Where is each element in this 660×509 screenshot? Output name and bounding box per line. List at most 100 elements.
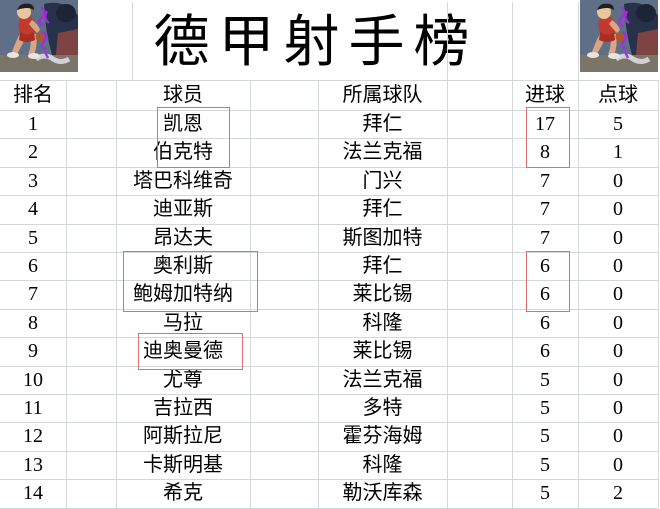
gridline bbox=[318, 80, 319, 508]
cell-team: 勒沃库森 bbox=[342, 482, 423, 505]
cell-team: 门兴 bbox=[362, 169, 403, 192]
cell-player: 迪亚斯 bbox=[153, 198, 213, 221]
gridline bbox=[447, 2, 448, 80]
cell-player: 伯克特 bbox=[153, 141, 213, 164]
header-team: 所属球队 bbox=[342, 84, 423, 106]
gridline bbox=[512, 80, 513, 508]
gridline bbox=[0, 308, 658, 310]
cell-rank: 14 bbox=[23, 482, 43, 505]
highlight-box bbox=[122, 251, 258, 312]
gridline bbox=[132, 2, 133, 80]
cell-rank: 3 bbox=[28, 169, 38, 192]
cell-rank: 4 bbox=[28, 198, 38, 221]
cell-team: 拜仁 bbox=[362, 198, 403, 221]
header-rank: 排名 bbox=[13, 84, 53, 106]
gridline bbox=[0, 80, 658, 81]
basketball-player-illustration bbox=[0, 0, 78, 72]
cell-rank: 10 bbox=[23, 368, 43, 391]
gridline bbox=[0, 110, 658, 111]
cell-goals: 5 bbox=[540, 368, 550, 391]
gridline bbox=[0, 479, 658, 481]
cell-team: 多特 bbox=[362, 397, 403, 419]
cell-rank: 11 bbox=[23, 397, 43, 419]
cell-goals: 6 bbox=[540, 283, 550, 306]
cell-player: 阿斯拉尼 bbox=[143, 425, 223, 448]
cell-penalty: 0 bbox=[613, 169, 623, 192]
cell-team: 科隆 bbox=[362, 453, 403, 476]
cell-goals: 5 bbox=[540, 482, 550, 505]
cell-goals: 5 bbox=[540, 453, 550, 476]
gridline bbox=[0, 507, 658, 509]
header-goals: 进球 bbox=[525, 84, 565, 106]
gridline bbox=[0, 422, 658, 424]
cell-goals: 6 bbox=[540, 255, 550, 277]
gridline bbox=[0, 394, 658, 395]
cell-player: 凯恩 bbox=[163, 113, 203, 135]
gridline bbox=[0, 252, 658, 253]
gridline bbox=[578, 80, 579, 508]
cell-rank: 9 bbox=[28, 340, 38, 363]
cell-player: 迪奥曼德 bbox=[143, 340, 223, 363]
cell-player: 尤尊 bbox=[163, 368, 203, 391]
cell-rank: 12 bbox=[23, 425, 43, 448]
cell-team: 法兰克福 bbox=[342, 141, 423, 164]
cell-penalty: 0 bbox=[613, 198, 623, 221]
gridline bbox=[0, 166, 658, 168]
cell-rank: 5 bbox=[28, 226, 38, 249]
cell-rank: 1 bbox=[28, 113, 38, 135]
cell-player: 奥利斯 bbox=[153, 255, 213, 277]
cell-goals: 7 bbox=[540, 198, 550, 221]
gridline bbox=[250, 80, 251, 508]
gridline bbox=[447, 80, 448, 508]
basketball-player-illustration bbox=[580, 0, 658, 72]
gridline bbox=[0, 138, 658, 140]
cell-penalty: 5 bbox=[613, 113, 623, 135]
cell-goals: 7 bbox=[540, 226, 550, 249]
page-title: 德甲射手榜 bbox=[153, 12, 479, 74]
cell-penalty: 2 bbox=[613, 482, 623, 505]
cell-player: 昂达夫 bbox=[153, 226, 213, 249]
cell-goals: 6 bbox=[540, 311, 550, 334]
purple-watermark bbox=[38, 6, 50, 59]
cell-goals: 5 bbox=[540, 397, 550, 419]
cell-team: 法兰克福 bbox=[342, 368, 423, 391]
cell-rank: 7 bbox=[28, 283, 38, 306]
gridline bbox=[658, 80, 659, 508]
cell-player: 卡斯明基 bbox=[143, 453, 223, 476]
cell-goals: 8 bbox=[540, 141, 550, 164]
gridline bbox=[0, 365, 658, 367]
cell-player: 希克 bbox=[163, 482, 203, 505]
cell-penalty: 0 bbox=[613, 255, 623, 277]
cell-team: 科隆 bbox=[362, 311, 403, 334]
cell-penalty: 0 bbox=[613, 453, 623, 476]
cell-penalty: 0 bbox=[613, 311, 623, 334]
gridline bbox=[116, 80, 117, 508]
cell-team: 拜仁 bbox=[362, 255, 403, 277]
cell-penalty: 0 bbox=[613, 283, 623, 306]
cell-goals: 17 bbox=[535, 113, 555, 135]
gridline bbox=[0, 223, 658, 225]
cell-penalty: 0 bbox=[613, 368, 623, 391]
cell-player: 塔巴科维奇 bbox=[133, 169, 233, 192]
gridline bbox=[578, 2, 579, 80]
cell-team: 莱比锡 bbox=[352, 340, 413, 363]
cell-player: 吉拉西 bbox=[153, 397, 213, 419]
cell-rank: 8 bbox=[28, 311, 38, 334]
cell-rank: 13 bbox=[23, 453, 43, 476]
header-player: 球员 bbox=[163, 84, 203, 106]
gridline bbox=[0, 280, 658, 282]
header-penalty: 点球 bbox=[598, 84, 638, 106]
cell-team: 莱比锡 bbox=[352, 283, 413, 306]
highlight-box bbox=[156, 107, 230, 168]
gridline bbox=[512, 2, 513, 80]
cell-goals: 5 bbox=[540, 425, 550, 448]
cell-rank: 2 bbox=[28, 141, 38, 164]
cell-player: 鲍姆加特纳 bbox=[133, 283, 233, 306]
cell-team: 霍芬海姆 bbox=[342, 425, 423, 448]
cell-penalty: 1 bbox=[613, 141, 623, 164]
gridline bbox=[66, 80, 67, 508]
cell-penalty: 0 bbox=[613, 226, 623, 249]
highlight-box bbox=[137, 332, 243, 370]
cell-penalty: 0 bbox=[613, 340, 623, 363]
